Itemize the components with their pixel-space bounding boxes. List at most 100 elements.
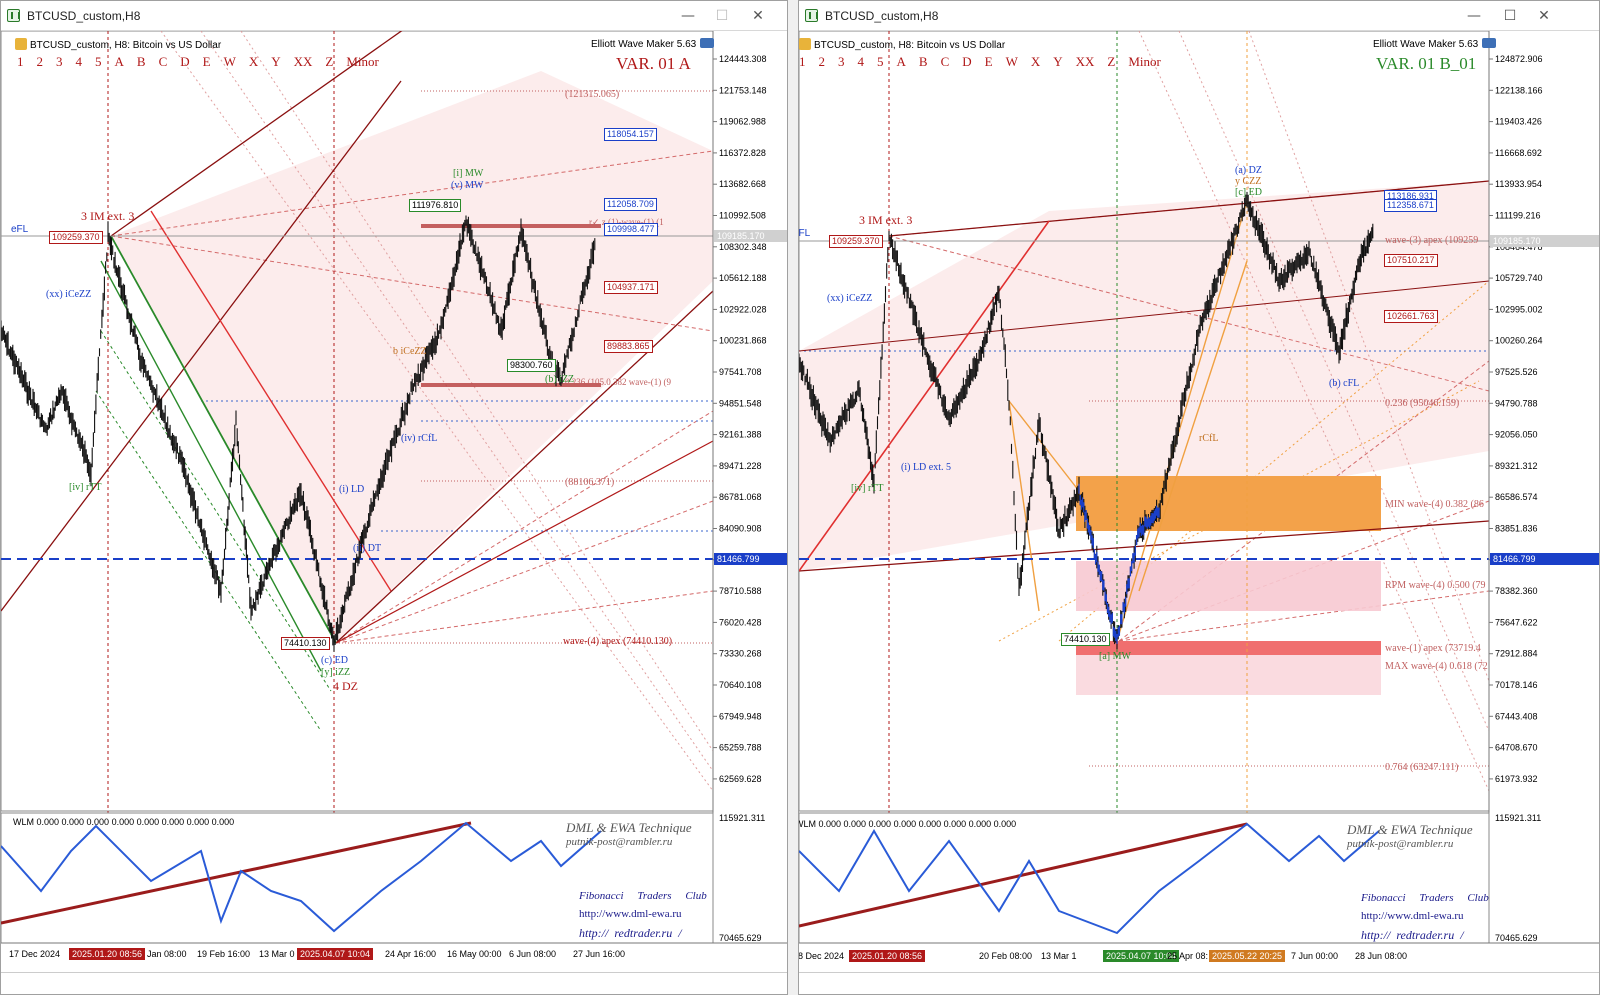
- wave-button-w[interactable]: W: [223, 54, 236, 69]
- wave-button-1[interactable]: 1: [17, 54, 24, 69]
- date-label: 7 Jun 00:00: [1291, 951, 1339, 961]
- date-highlight: 2025.01.20 08:56: [69, 948, 146, 960]
- price-chart[interactable]: 124872.906 122138.166 119403.426 116668.692…: [799, 31, 1600, 973]
- wave-button-2[interactable]: 2: [36, 54, 44, 69]
- date-highlight: 2025.05.22 20:25: [1209, 950, 1286, 962]
- wave-button-b[interactable]: B: [918, 54, 928, 69]
- price-box: 112358.671: [1384, 199, 1437, 212]
- chart-badge-icon: [799, 38, 811, 50]
- wave-button-3[interactable]: 3: [838, 54, 845, 69]
- dashed-price-label: 81466.799: [1493, 554, 1536, 564]
- wave-button-y[interactable]: Y: [271, 54, 281, 69]
- fan-line: [335, 410, 714, 644]
- price-tick-label: 73330.268: [719, 649, 762, 659]
- date-label: 28 Jun 08:00: [1355, 951, 1408, 961]
- wave-button-a[interactable]: A: [896, 54, 906, 69]
- symbol-description: BTCUSD_custom, H8: Bitcoin vs US Dollar: [799, 38, 1005, 51]
- wave-degree-label[interactable]: Minor: [1128, 54, 1161, 69]
- window-titlebar[interactable]: BTCUSD_custom,H8 — ☐ ✕: [1, 1, 787, 31]
- wave-button-5[interactable]: 5: [877, 54, 884, 69]
- price-tick-label: 70178.146: [1495, 680, 1538, 690]
- close-icon[interactable]: ✕: [1538, 8, 1550, 24]
- wave-button-d[interactable]: D: [180, 54, 190, 69]
- wave-selector-bar[interactable]: 1 2 3 4 5 A B C D E W X Y XX Z Minor: [17, 54, 392, 70]
- price-tick-label: 116668.692: [1495, 148, 1542, 158]
- date-highlight: 2025.01.20 08:56: [849, 950, 926, 962]
- wave-button-a[interactable]: A: [114, 54, 124, 69]
- wave-button-y[interactable]: Y: [1053, 54, 1063, 69]
- window-titlebar[interactable]: BTCUSD_custom,H8 — ☐ ✕: [799, 1, 1599, 31]
- wave-selector-bar[interactable]: 1 2 3 4 5 A B C D E W X Y XX Z Minor: [799, 54, 1174, 70]
- graduation-cap-icon[interactable]: [700, 38, 715, 48]
- wave-button-d[interactable]: D: [962, 54, 972, 69]
- price-tick-label: 121753.148: [719, 85, 767, 95]
- wave-button-3[interactable]: 3: [56, 54, 63, 69]
- time-axis: [799, 943, 1599, 963]
- price-tick-label: 97541.708: [719, 367, 762, 377]
- wave-button-c[interactable]: C: [940, 54, 950, 69]
- minimize-icon[interactable]: —: [1467, 8, 1481, 24]
- price-tick-label: 97525.526: [1495, 367, 1538, 377]
- wave-button-c[interactable]: C: [158, 54, 168, 69]
- credit-url1[interactable]: http://www.dml-ewa.ru: [1361, 910, 1464, 922]
- price-tick-label: 124872.906: [1495, 54, 1543, 64]
- fib-label-236: 0.236 (95046.159): [1385, 398, 1460, 409]
- efl-label: eFL: [798, 228, 811, 239]
- ewm-title[interactable]: Elliott Wave Maker 5.63: [591, 38, 715, 50]
- date-label: 18 Dec 2024: [798, 951, 845, 961]
- close-icon[interactable]: ✕: [752, 8, 764, 24]
- minimize-icon[interactable]: —: [681, 8, 695, 24]
- wave-label-ld: (i) LD: [339, 484, 365, 495]
- wave-button-b[interactable]: B: [136, 54, 146, 69]
- wave-button-z[interactable]: Z: [1107, 54, 1116, 69]
- price-chart[interactable]: 124443.308 121753.148 119062.988 116372.828…: [1, 31, 788, 973]
- zone-rect: [421, 383, 601, 387]
- wave-button-4[interactable]: 4: [75, 54, 83, 69]
- date-label: 6 Jun 08:00: [509, 949, 557, 959]
- current-price-box: [1490, 235, 1599, 247]
- indicator-panel: [1, 812, 714, 944]
- wave-button-5[interactable]: 5: [95, 54, 102, 69]
- wave-button-x[interactable]: X: [1030, 54, 1041, 69]
- chart-window-right[interactable]: BTCUSD_custom,H8 — ☐ ✕ 124872.906 122138.…: [798, 0, 1600, 995]
- wave-button-2[interactable]: 2: [818, 54, 826, 69]
- price-tick-label: 62569.628: [719, 774, 762, 784]
- date-label: 25 Apr 08:: [1167, 951, 1209, 961]
- wave-label-mw2: (v) MW: [451, 180, 484, 191]
- price-box: 98300.760: [507, 359, 556, 372]
- date-label: 24 Apr 16:00: [385, 949, 437, 959]
- date-highlight: 2025.04.07 10:04: [1103, 950, 1180, 962]
- wave-button-z[interactable]: Z: [325, 54, 334, 69]
- wave-button-e[interactable]: E: [202, 54, 211, 69]
- indicator-line: [799, 822, 1380, 935]
- wave-button-w[interactable]: W: [1005, 54, 1018, 69]
- price-axis: [713, 31, 787, 943]
- price-tick-label: 119062.988: [719, 117, 766, 127]
- price-tick-label: 102922.028: [719, 304, 767, 314]
- price-tick-label: 92056.050: [1495, 430, 1538, 440]
- graduation-cap-icon[interactable]: [1482, 38, 1497, 48]
- chart-window-left[interactable]: BTCUSD_custom,H8 — ☐ ✕ 124443.308 121753.…: [0, 0, 788, 995]
- wlm-values: WLM 0.000 0.000 0.000 0.000 0.000 0.000 …: [798, 819, 1017, 829]
- wave-button-xx[interactable]: XX: [1075, 54, 1095, 69]
- wave-degree-label[interactable]: Minor: [346, 54, 379, 69]
- apex-label: wave-(4) apex (74410.130): [563, 636, 673, 647]
- ewm-title[interactable]: Elliott Wave Maker 5.63: [1373, 38, 1497, 50]
- status-bar: [799, 972, 1599, 994]
- wave-button-e[interactable]: E: [984, 54, 993, 69]
- credit-url2[interactable]: http:// redtrader.ru /: [579, 926, 682, 940]
- wave-button-x[interactable]: X: [248, 54, 259, 69]
- wave-button-xx[interactable]: XX: [293, 54, 313, 69]
- price-tick-label: 64708.670: [1495, 743, 1538, 753]
- date-label: 17 Dec 2024: [9, 949, 61, 959]
- wave-label-icezz: (xx) iCeZZ: [46, 289, 92, 300]
- wave-button-1[interactable]: 1: [799, 54, 806, 69]
- maximize-icon[interactable]: ☐: [715, 8, 729, 24]
- price-tick-label: 75647.622: [1495, 617, 1538, 627]
- wave-button-4[interactable]: 4: [857, 54, 865, 69]
- credit-url2[interactable]: http:// redtrader.ru /: [1361, 928, 1464, 942]
- credit-url1[interactable]: http://www.dml-ewa.ru: [579, 908, 682, 920]
- maximize-icon[interactable]: ☐: [1503, 8, 1517, 24]
- price-tick-label: 119403.426: [1495, 117, 1542, 127]
- wave-label-icezz2: b iCeZZ: [393, 346, 427, 357]
